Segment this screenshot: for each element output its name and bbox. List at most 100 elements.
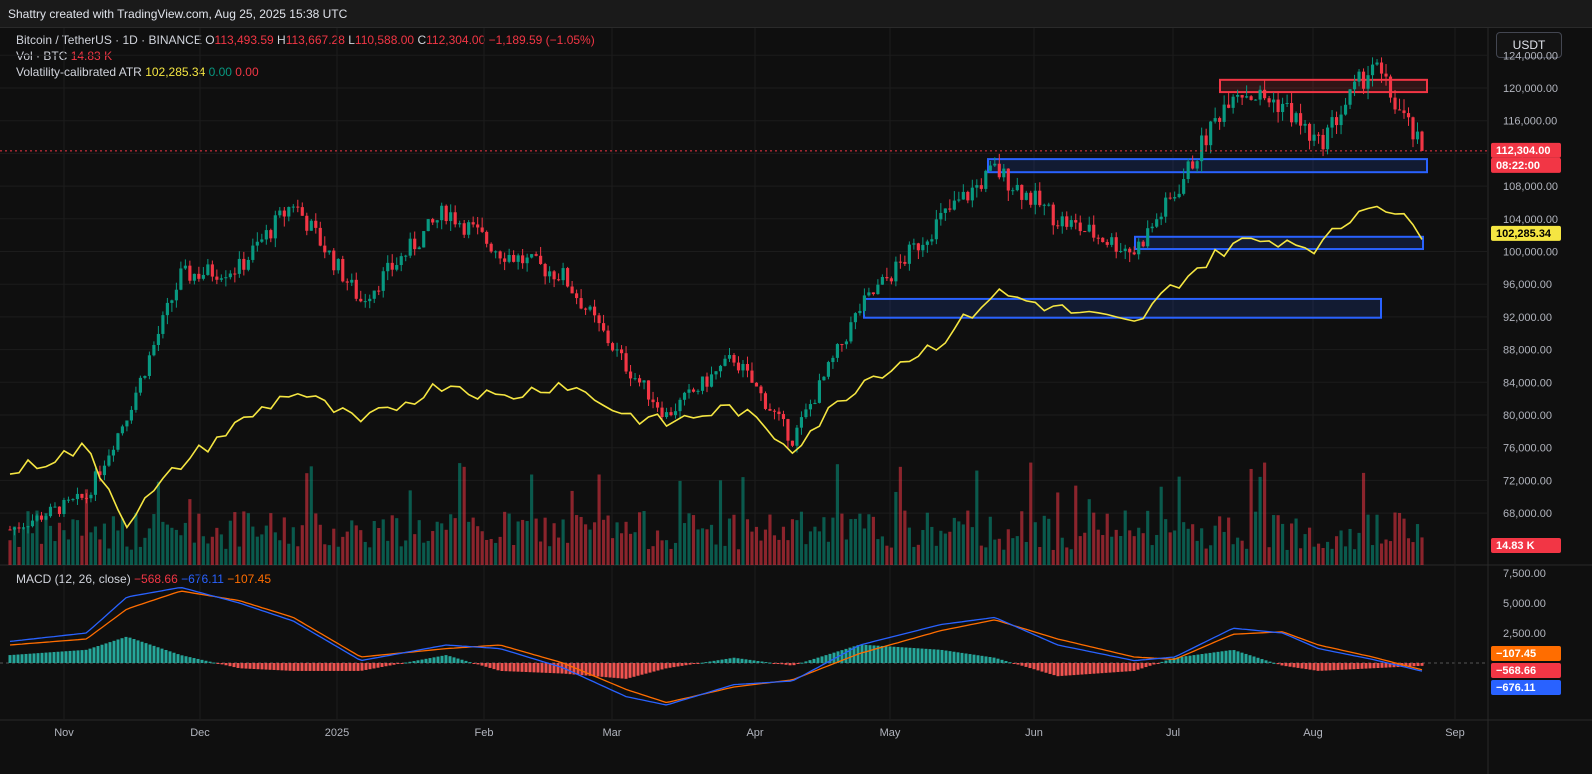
macd-histogram-bar bbox=[272, 663, 276, 670]
macd-tick-label: 7,500.00 bbox=[1503, 568, 1546, 580]
volume-bar bbox=[165, 524, 169, 565]
candle bbox=[754, 382, 759, 387]
candle bbox=[1078, 222, 1082, 232]
candle bbox=[1366, 75, 1370, 89]
volume-bar bbox=[1370, 545, 1375, 565]
candle bbox=[813, 402, 817, 405]
atr-value-3: 0.00 bbox=[235, 65, 259, 79]
symbol-legend[interactable]: Bitcoin / TetherUS · 1D · BINANCE O113,4… bbox=[16, 32, 595, 48]
currency-button[interactable]: USDT bbox=[1496, 32, 1562, 58]
candle bbox=[1209, 121, 1213, 146]
candle bbox=[1397, 109, 1402, 111]
candle bbox=[539, 255, 543, 264]
price-tick-label: 104,000.00 bbox=[1503, 214, 1558, 226]
candle bbox=[1065, 216, 1069, 227]
macd-histogram-bar bbox=[436, 656, 440, 663]
volume-bar bbox=[30, 533, 35, 565]
atr-legend[interactable]: Volatility-calibrated ATR 102,285.34 0.0… bbox=[16, 64, 595, 80]
macd-histogram-bar bbox=[964, 653, 968, 663]
volume-bar bbox=[494, 542, 498, 565]
volume-bar bbox=[651, 546, 655, 565]
candle bbox=[1218, 118, 1222, 122]
volume-bar bbox=[413, 534, 417, 565]
volume-bar bbox=[228, 520, 232, 565]
candle bbox=[377, 290, 381, 292]
volume-bar bbox=[1272, 515, 1276, 565]
candle bbox=[1388, 76, 1393, 98]
macd-histogram-bar bbox=[736, 658, 740, 663]
volume-bar bbox=[264, 525, 268, 565]
volume-bar bbox=[754, 526, 759, 565]
candle bbox=[1361, 71, 1366, 89]
candle bbox=[449, 212, 453, 222]
volume-bar bbox=[763, 529, 768, 565]
macd-histogram-bar bbox=[276, 663, 280, 671]
macd-histogram-bar bbox=[872, 645, 876, 663]
candle bbox=[404, 255, 408, 257]
macd-histogram-bar bbox=[260, 663, 264, 670]
macd-histogram-bar bbox=[328, 663, 332, 671]
volume-bar bbox=[1204, 548, 1208, 565]
volume-bar bbox=[1227, 517, 1231, 565]
volume-bar bbox=[921, 530, 925, 565]
candle bbox=[197, 273, 201, 279]
macd-histogram-bar bbox=[204, 660, 208, 663]
volume-legend[interactable]: Vol · BTC 14.83 K bbox=[16, 48, 595, 64]
macd-histogram-bar bbox=[1264, 660, 1268, 663]
candle bbox=[494, 251, 498, 253]
macd-histogram-bar bbox=[596, 663, 600, 677]
macd-histogram-bar bbox=[1180, 656, 1184, 663]
candle bbox=[1015, 184, 1019, 191]
candle bbox=[161, 315, 165, 334]
candle bbox=[979, 185, 983, 189]
candle bbox=[435, 220, 439, 223]
macd-histogram-bar bbox=[1084, 663, 1088, 675]
candle bbox=[723, 358, 727, 366]
volume-bar bbox=[134, 512, 138, 565]
candle bbox=[71, 499, 75, 501]
volume-bar bbox=[1388, 541, 1393, 565]
volume-bar bbox=[939, 530, 943, 565]
volume-bar bbox=[1141, 533, 1145, 565]
macd-histogram-bar bbox=[1120, 663, 1124, 672]
volume-bar bbox=[1285, 549, 1289, 565]
macd-histogram-bar bbox=[464, 660, 468, 663]
candle bbox=[934, 219, 938, 240]
price-tick-label: 120,000.00 bbox=[1503, 83, 1558, 95]
volume-bar bbox=[345, 531, 349, 565]
macd-histogram-bar bbox=[348, 663, 352, 671]
candle bbox=[678, 399, 682, 412]
macd-histogram-bar bbox=[520, 663, 524, 672]
candle bbox=[1249, 96, 1253, 100]
candle bbox=[489, 243, 493, 252]
macd-histogram-bar bbox=[960, 652, 964, 663]
volume-bar bbox=[1047, 518, 1051, 565]
macd-histogram-bar bbox=[1300, 663, 1304, 669]
volume-bar bbox=[300, 525, 304, 565]
macd-legend[interactable]: MACD (12, 26, close) −568.66 −676.11 −10… bbox=[16, 572, 271, 586]
candle bbox=[1096, 237, 1100, 239]
macd-histogram-bar bbox=[336, 663, 340, 671]
macd-histogram-bar bbox=[76, 650, 80, 663]
macd-histogram-bar bbox=[1000, 659, 1004, 663]
macd-histogram-bar bbox=[1232, 650, 1236, 663]
candle bbox=[21, 527, 26, 529]
candle bbox=[1101, 237, 1105, 243]
candle bbox=[296, 206, 300, 208]
candle bbox=[988, 165, 992, 171]
volume-bar bbox=[386, 540, 390, 565]
volume-bar bbox=[1132, 536, 1136, 565]
macd-histogram-bar bbox=[32, 653, 36, 663]
macd-histogram-bar bbox=[864, 644, 868, 663]
macd-histogram-bar bbox=[1100, 663, 1104, 674]
candle bbox=[440, 205, 444, 221]
macd-histogram-bar bbox=[164, 649, 168, 663]
volume-bar bbox=[485, 539, 489, 565]
macd-histogram-bar bbox=[500, 663, 504, 671]
price-tick-label: 84,000.00 bbox=[1503, 377, 1552, 389]
candle bbox=[521, 255, 525, 264]
candle bbox=[1177, 193, 1181, 198]
macd-histogram-bar bbox=[1376, 663, 1380, 669]
macd-histogram-bar bbox=[1148, 663, 1152, 666]
